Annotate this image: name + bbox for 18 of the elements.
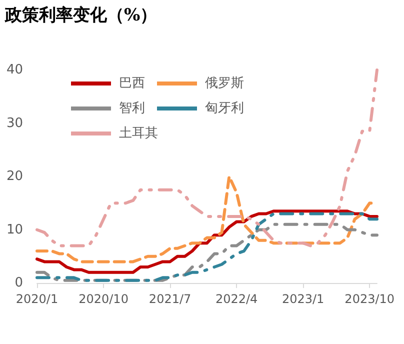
x-tick-label: 2022/4 <box>215 292 258 306</box>
legend-label: 土耳其 <box>119 126 158 141</box>
legend-label: 俄罗斯 <box>205 76 244 91</box>
legend-label: 匈牙利 <box>205 101 244 116</box>
x-tick-label: 2020/10 <box>78 292 128 306</box>
x-tick-label: 2023/10 <box>344 292 395 306</box>
y-tick-label: 10 <box>6 222 23 238</box>
y-tick-label: 0 <box>14 276 23 290</box>
y-tick-label: 30 <box>6 116 23 131</box>
y-tick-label: 40 <box>6 62 23 78</box>
x-tick-label: 2020/1 <box>16 292 58 306</box>
legend-label: 智利 <box>119 101 145 116</box>
y-tick-label: 20 <box>6 169 23 184</box>
x-tick-label: 2021/7 <box>148 292 192 306</box>
x-tick-label: 2023/1 <box>282 292 324 306</box>
legend-label: 巴西 <box>119 76 145 91</box>
line-series <box>36 68 378 248</box>
chart-title: 政策利率变化（%） <box>4 6 158 26</box>
